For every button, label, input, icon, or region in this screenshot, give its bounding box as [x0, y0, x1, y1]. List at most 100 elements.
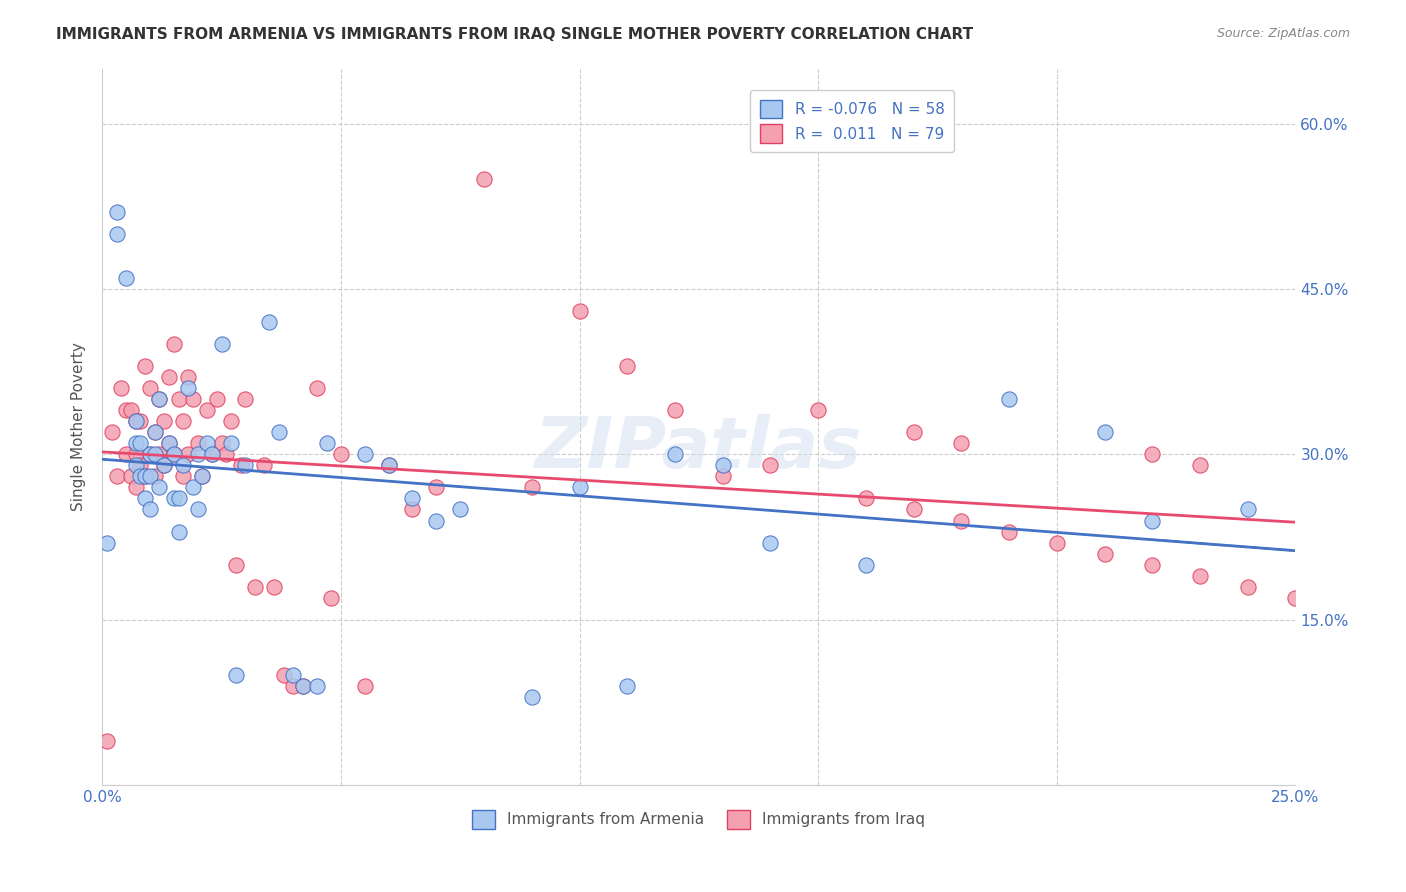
Point — [211, 436, 233, 450]
Point — [181, 480, 204, 494]
Point — [172, 469, 194, 483]
Point — [281, 668, 304, 682]
Point — [472, 171, 495, 186]
Point — [124, 480, 146, 494]
Point — [139, 381, 162, 395]
Point — [1236, 580, 1258, 594]
Point — [187, 447, 209, 461]
Point — [219, 436, 242, 450]
Point — [253, 458, 276, 473]
Point — [235, 392, 257, 407]
Point — [163, 491, 186, 506]
Point — [143, 469, 166, 483]
Point — [1046, 535, 1069, 549]
Point — [1188, 568, 1211, 582]
Point — [124, 414, 146, 428]
Point — [115, 271, 138, 285]
Point — [100, 425, 122, 440]
Point — [167, 524, 190, 539]
Point — [998, 524, 1021, 539]
Point — [148, 392, 170, 407]
Point — [425, 514, 447, 528]
Point — [998, 392, 1021, 407]
Point — [115, 403, 138, 417]
Point — [157, 436, 180, 450]
Point — [181, 392, 204, 407]
Point — [711, 458, 734, 473]
Point — [105, 469, 128, 483]
Point — [143, 447, 166, 461]
Point — [177, 447, 200, 461]
Point — [120, 469, 142, 483]
Point — [1142, 514, 1164, 528]
Point — [305, 679, 328, 693]
Point — [950, 514, 973, 528]
Point — [219, 414, 242, 428]
Point — [124, 414, 146, 428]
Point — [167, 392, 190, 407]
Point — [124, 436, 146, 450]
Point — [401, 502, 423, 516]
Point — [167, 491, 190, 506]
Point — [377, 458, 399, 473]
Point — [187, 502, 209, 516]
Point — [855, 558, 877, 572]
Point — [177, 381, 200, 395]
Point — [201, 447, 224, 461]
Point — [163, 447, 186, 461]
Point — [191, 469, 214, 483]
Point — [172, 458, 194, 473]
Point — [263, 580, 285, 594]
Point — [153, 414, 176, 428]
Point — [759, 535, 782, 549]
Point — [1142, 558, 1164, 572]
Point — [520, 690, 543, 704]
Point — [177, 370, 200, 384]
Point — [291, 679, 314, 693]
Point — [235, 458, 257, 473]
Text: ZIPatlas: ZIPatlas — [536, 414, 862, 483]
Point — [259, 315, 281, 329]
Point — [129, 458, 152, 473]
Point — [329, 447, 352, 461]
Y-axis label: Single Mother Poverty: Single Mother Poverty — [72, 343, 86, 511]
Point — [195, 436, 218, 450]
Point — [148, 392, 170, 407]
Point — [143, 425, 166, 440]
Point — [281, 679, 304, 693]
Point — [807, 403, 830, 417]
Point — [664, 447, 686, 461]
Point — [187, 436, 209, 450]
Point — [148, 447, 170, 461]
Legend: Immigrants from Armenia, Immigrants from Iraq: Immigrants from Armenia, Immigrants from… — [465, 804, 932, 835]
Point — [449, 502, 471, 516]
Point — [401, 491, 423, 506]
Point — [229, 458, 252, 473]
Point — [225, 558, 247, 572]
Point — [273, 668, 295, 682]
Point — [353, 447, 375, 461]
Point — [903, 425, 925, 440]
Point — [134, 359, 156, 374]
Point — [425, 480, 447, 494]
Point — [568, 304, 591, 318]
Point — [143, 425, 166, 440]
Point — [211, 337, 233, 351]
Point — [163, 447, 186, 461]
Point — [134, 469, 156, 483]
Point — [267, 425, 290, 440]
Point — [759, 458, 782, 473]
Point — [1188, 458, 1211, 473]
Point — [855, 491, 877, 506]
Point — [139, 469, 162, 483]
Point — [215, 447, 238, 461]
Point — [664, 403, 686, 417]
Point — [1094, 425, 1116, 440]
Point — [243, 580, 266, 594]
Text: Source: ZipAtlas.com: Source: ZipAtlas.com — [1216, 27, 1350, 40]
Point — [225, 668, 247, 682]
Point — [1142, 447, 1164, 461]
Point — [353, 679, 375, 693]
Point — [903, 502, 925, 516]
Point — [315, 436, 337, 450]
